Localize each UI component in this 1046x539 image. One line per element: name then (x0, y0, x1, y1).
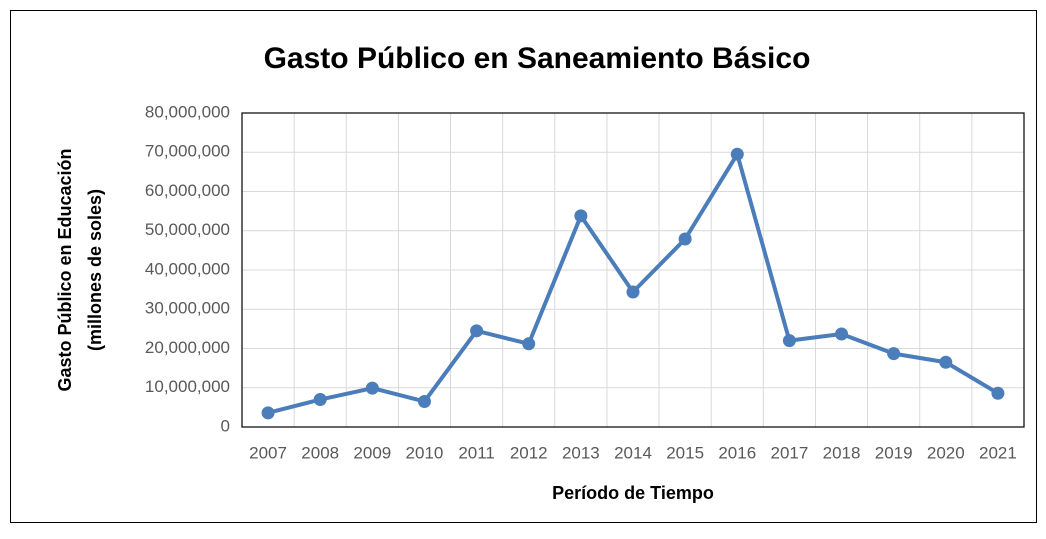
data-point (417, 394, 431, 408)
y-tick-label: 40,000,000 (145, 259, 230, 278)
x-tick-label: 2012 (510, 443, 548, 462)
y-tick-label: 70,000,000 (145, 142, 230, 161)
x-tick-label: 2011 (458, 443, 495, 462)
chart-title: Gasto Público en Saneamiento Básico (264, 42, 811, 75)
x-tick-label: 2019 (875, 443, 913, 462)
chart-frame (10, 10, 1037, 523)
data-point (365, 381, 379, 395)
y-tick-label: 80,000,000 (145, 102, 230, 121)
x-tick-label: 2021 (979, 443, 1017, 462)
x-tick-label: 2015 (666, 443, 704, 462)
x-tick-label: 2013 (562, 443, 600, 462)
data-point (574, 209, 588, 223)
data-point (730, 147, 744, 161)
data-point (678, 232, 692, 246)
x-axis-label: Período de Tiempo (552, 483, 714, 503)
y-tick-label: 30,000,000 (145, 299, 230, 318)
x-tick-label: 2020 (927, 443, 965, 462)
data-point (782, 334, 796, 348)
x-tick-label: 2017 (770, 443, 808, 462)
plot-border (241, 112, 1025, 428)
data-point (313, 393, 327, 407)
data-point (991, 386, 1005, 400)
y-tick-label: 0 (221, 416, 230, 435)
data-point (261, 406, 275, 420)
data-point (470, 324, 484, 338)
data-point (835, 327, 849, 341)
x-tick-label: 2018 (823, 443, 861, 462)
x-tick-label: 2010 (406, 443, 444, 462)
data-point (887, 347, 901, 361)
data-point (522, 337, 536, 351)
y-axis-label: Gasto Público en Educación (55, 148, 75, 391)
x-tick-label: 2014 (614, 443, 652, 462)
y-tick-label: 50,000,000 (145, 220, 230, 239)
x-tick-label: 2016 (718, 443, 756, 462)
x-tick-label: 2007 (249, 443, 287, 462)
y-tick-label: 20,000,000 (145, 338, 230, 357)
x-tick-label: 2009 (353, 443, 391, 462)
x-tick-label: 2008 (301, 443, 339, 462)
y-tick-label: 60,000,000 (145, 181, 230, 200)
y-tick-label: 10,000,000 (145, 377, 230, 396)
y-axis-label: (millones de soles) (85, 189, 105, 351)
data-point (939, 355, 953, 369)
data-point (626, 285, 640, 299)
